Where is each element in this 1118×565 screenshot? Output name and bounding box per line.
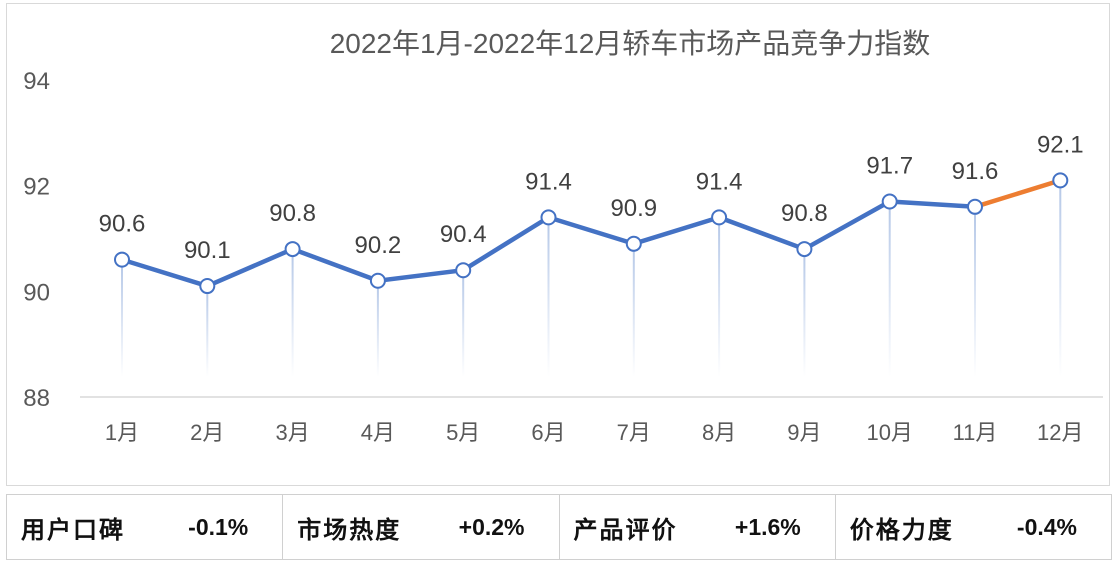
summary-value: -0.1% <box>188 513 249 540</box>
data-label: 90.6 <box>99 211 146 238</box>
data-point <box>1052 172 1069 189</box>
drop-line <box>1059 180 1062 377</box>
data-label: 91.4 <box>696 168 743 195</box>
data-label: 91.7 <box>866 153 913 180</box>
summary-cell: 价格力度 -0.4% <box>836 495 1111 559</box>
data-point <box>369 272 386 289</box>
summary-cell: 用户口碑 -0.1% <box>7 495 284 559</box>
drop-line <box>121 259 123 377</box>
x-tick-label: 10月 <box>866 420 912 445</box>
line-segment <box>631 215 722 247</box>
data-point <box>455 262 472 279</box>
data-point <box>796 241 813 258</box>
data-point <box>881 193 898 210</box>
data-label: 90.2 <box>355 232 402 259</box>
drop-line <box>376 280 379 377</box>
line-segment <box>972 178 1063 210</box>
data-label: 90.8 <box>781 200 828 227</box>
line-chart: 2022年1月-2022年12月轿车市场产品竞争力指数 88 90 92 94 90.… <box>23 28 1103 445</box>
line-segment <box>887 199 978 210</box>
line-segment <box>460 215 551 273</box>
data-label: 92.1 <box>1037 131 1084 158</box>
data-point <box>540 209 557 226</box>
x-tick-label: 11月 <box>953 420 998 445</box>
summary-label: 产品评价 <box>573 516 678 544</box>
x-tick-label: 9月 <box>787 420 821 445</box>
summary-table: 用户口碑 -0.1% 市场热度 +0.2% 产品评价 +1.6% 价格力度 -0.4% <box>6 494 1112 560</box>
x-tick-label: 7月 <box>617 420 651 445</box>
summary-label: 价格力度 <box>849 516 954 544</box>
x-tick-label: 8月 <box>702 420 736 445</box>
x-tick-label: 5月 <box>446 420 480 445</box>
y-tick-label: 92 <box>23 174 50 201</box>
drop-line <box>462 270 465 377</box>
data-point <box>711 209 728 226</box>
line-segment <box>119 257 210 289</box>
y-tick-label: 88 <box>23 385 50 412</box>
summary-cell: 市场热度 +0.2% <box>283 495 560 559</box>
drop-line <box>718 217 721 377</box>
x-tick-label: 6月 <box>531 420 565 445</box>
line-segment <box>546 215 637 247</box>
drop-line <box>632 243 635 377</box>
chart-frame <box>6 3 1110 486</box>
y-tick-label: 90 <box>23 279 50 306</box>
data-point <box>967 198 983 215</box>
drop-line <box>206 286 209 377</box>
data-label: 91.4 <box>525 168 572 195</box>
data-label: 90.1 <box>184 237 231 264</box>
x-tick-label: 1月 <box>105 420 139 445</box>
drop-line <box>547 217 550 377</box>
chart-title: 2022年1月-2022年12月轿车市场产品竞争力指数 <box>330 28 931 59</box>
data-point <box>284 241 301 258</box>
x-tick-label: 12月 <box>1037 420 1083 445</box>
line-segment <box>802 199 892 252</box>
drop-line <box>291 249 294 377</box>
summary-cell: 产品评价 +1.6% <box>560 495 836 559</box>
line-segment <box>205 246 295 289</box>
data-point <box>199 278 216 295</box>
drop-line <box>803 249 806 377</box>
x-tick-label: 2月 <box>190 420 224 445</box>
summary-value: -0.4% <box>1016 513 1077 540</box>
summary-value: +0.2% <box>458 513 525 540</box>
data-point <box>625 235 642 252</box>
drop-line <box>888 201 891 377</box>
y-tick-label: 94 <box>23 68 50 95</box>
line-segment <box>375 267 466 284</box>
summary-value: +1.6% <box>734 513 801 540</box>
data-label: 90.4 <box>440 221 487 248</box>
line-segment <box>716 215 807 252</box>
x-tick-label: 3月 <box>275 420 309 445</box>
data-label: 90.8 <box>269 200 316 227</box>
data-label: 91.6 <box>952 158 999 185</box>
data-label: 90.9 <box>610 195 657 222</box>
summary-label: 用户口碑 <box>21 516 125 544</box>
data-point <box>114 251 130 268</box>
line-segment <box>290 246 381 284</box>
drop-line <box>974 206 976 377</box>
x-tick-label: 4月 <box>361 420 395 445</box>
summary-label: 市场热度 <box>297 516 402 544</box>
